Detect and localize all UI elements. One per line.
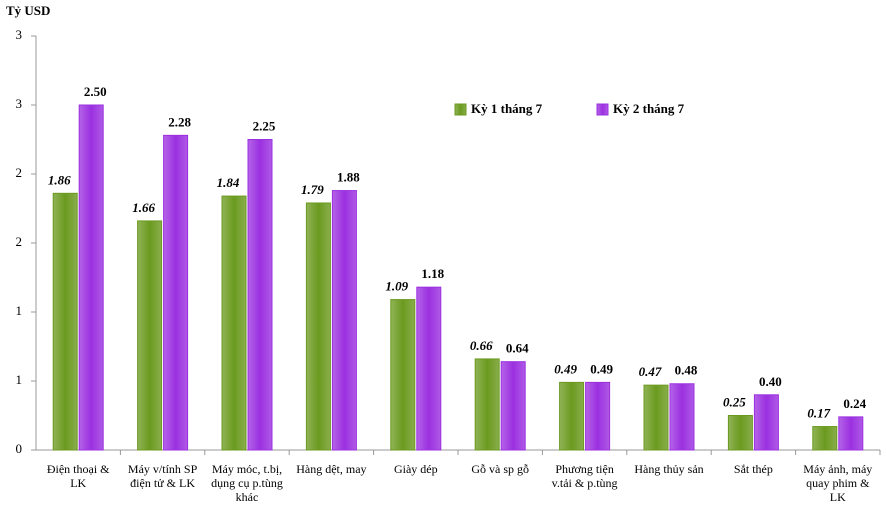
bar <box>52 192 78 451</box>
data-label: 0.49 <box>590 361 613 376</box>
bar <box>643 384 669 451</box>
data-label: 0.40 <box>759 374 782 389</box>
y-tick-label: 1 <box>16 372 23 387</box>
data-label: 0.17 <box>807 406 830 421</box>
legend-swatch <box>454 103 467 116</box>
bar <box>78 104 104 451</box>
x-tick-label: Giày dép <box>393 462 438 476</box>
data-label: 0.48 <box>675 363 698 378</box>
y-tick-label: 3 <box>16 96 23 111</box>
legend-label: Kỳ 1 tháng 7 <box>471 101 543 116</box>
legend-label: Kỳ 2 tháng 7 <box>613 101 685 116</box>
y-tick-label: 1 <box>16 303 23 318</box>
x-tick-label: Sắt thép <box>733 462 773 476</box>
data-label: 0.47 <box>639 364 662 379</box>
bar <box>416 286 442 451</box>
data-label: 0.24 <box>843 396 866 411</box>
data-label: 1.88 <box>337 170 360 185</box>
bar <box>390 299 416 451</box>
x-tick-label: Điện thoại & LK <box>46 462 110 490</box>
data-label: 1.84 <box>217 175 240 190</box>
y-axis-title: Tỷ USD <box>6 3 50 18</box>
x-tick-label: Máy móc, t.bị, dụng cụ p.tùng khác <box>211 462 283 504</box>
data-label: 2.25 <box>253 118 276 133</box>
bar <box>585 381 611 451</box>
bar <box>474 358 500 451</box>
bar <box>812 426 838 451</box>
data-label: 0.66 <box>470 338 493 353</box>
bar <box>221 195 247 451</box>
data-label: 0.25 <box>723 394 746 409</box>
data-label: 2.50 <box>84 84 107 99</box>
bar <box>559 381 585 451</box>
bar <box>500 361 526 451</box>
x-tick-label: Gỗ và sp gỗ <box>471 462 530 476</box>
x-tick-label: Máy ảnh, máy quay phim & LK <box>803 462 873 504</box>
data-label: 0.64 <box>506 341 529 356</box>
bar <box>753 394 779 451</box>
data-label: 1.09 <box>385 279 408 294</box>
bar <box>669 383 695 451</box>
data-label: 1.66 <box>132 200 155 215</box>
data-label: 1.18 <box>421 266 444 281</box>
bar <box>838 416 864 451</box>
bar <box>331 190 357 451</box>
bar <box>305 202 331 451</box>
x-tick-label: Phương tiện v.tải & p.tùng <box>551 462 618 490</box>
data-label: 0.49 <box>554 361 577 376</box>
x-tick-label: Hàng dệt, may <box>296 462 367 476</box>
y-tick-label: 2 <box>16 234 23 249</box>
y-tick-label: 3 <box>16 27 23 42</box>
x-tick-label: Máy v/tính SP điện tử & LK <box>127 462 198 490</box>
legend-swatch <box>596 103 609 116</box>
bar <box>137 220 163 451</box>
x-tick-label: Hàng thủy sản <box>634 462 704 476</box>
bar <box>163 134 189 451</box>
data-label: 1.86 <box>48 172 71 187</box>
y-tick-label: 2 <box>16 165 23 180</box>
data-label: 1.79 <box>301 182 324 197</box>
bar <box>247 139 273 451</box>
bar <box>727 415 753 451</box>
y-tick-label: 0 <box>16 441 23 456</box>
data-label: 2.28 <box>168 114 191 129</box>
